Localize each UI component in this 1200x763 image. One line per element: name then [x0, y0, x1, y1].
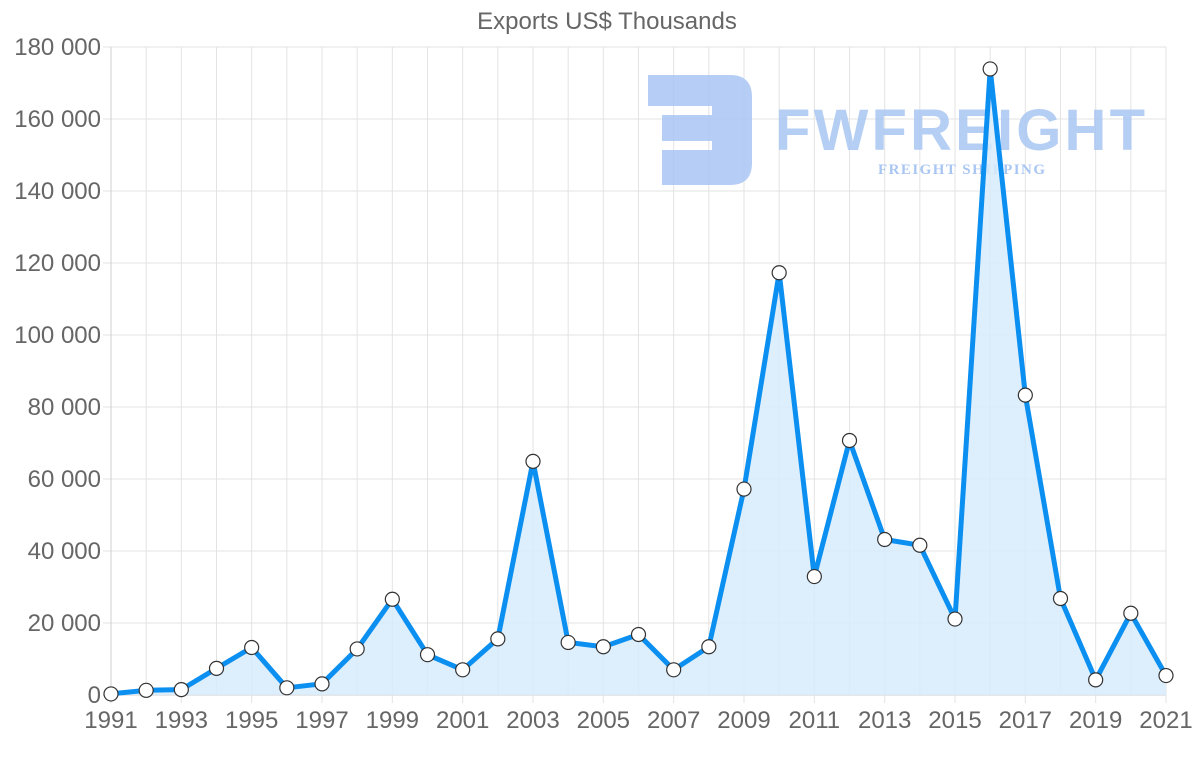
- x-tick-label: 2009: [717, 707, 770, 734]
- data-point[interactable]: [244, 639, 260, 656]
- data-point[interactable]: [630, 626, 647, 643]
- x-tick-label: 1999: [366, 707, 419, 734]
- data-point[interactable]: [279, 680, 295, 696]
- data-point[interactable]: [525, 453, 541, 469]
- y-tick-label: 80 000: [28, 394, 101, 421]
- data-point[interactable]: [877, 531, 893, 548]
- data-point[interactable]: [384, 591, 400, 607]
- x-tick-label: 2007: [647, 707, 700, 734]
- x-tick-label: 2003: [506, 707, 559, 734]
- x-tick-label: 2001: [436, 707, 489, 734]
- data-point[interactable]: [455, 662, 471, 678]
- data-point[interactable]: [1052, 590, 1069, 607]
- y-axis: 0 20 000 40 000 60 000 80 000 100 000 120 000 1…: [14, 34, 101, 709]
- x-tick-label: 2019: [1069, 707, 1122, 734]
- data-point[interactable]: [912, 537, 928, 553]
- x-tick-label: 2017: [999, 707, 1052, 734]
- y-tick-label: 100 000: [14, 322, 101, 349]
- data-point[interactable]: [1088, 672, 1104, 688]
- data-point[interactable]: [103, 686, 119, 702]
- watermark-logo: FWFREIGHT FREIGHT SHIPPING: [648, 75, 1145, 185]
- data-point[interactable]: [841, 432, 858, 449]
- data-point[interactable]: [419, 647, 436, 663]
- x-tick-label: 2013: [858, 707, 911, 734]
- x-axis: 1991 1993 1995 1997 1999 2001 2003 2005 2007 2009…: [84, 707, 1192, 734]
- x-tick-label: 1997: [295, 707, 348, 734]
- y-tick-label: 120 000: [14, 250, 101, 277]
- y-tick-label: 140 000: [14, 178, 101, 205]
- data-point[interactable]: [982, 61, 998, 77]
- x-tick-label: 1995: [225, 707, 278, 734]
- y-tick-label: 0: [88, 682, 101, 709]
- data-point[interactable]: [490, 631, 506, 647]
- data-point[interactable]: [1123, 605, 1139, 621]
- data-point[interactable]: [806, 568, 822, 585]
- chart-title: Exports US$ Thousands: [477, 8, 737, 35]
- data-point[interactable]: [771, 265, 787, 281]
- data-points: [103, 61, 1174, 702]
- y-tick-label: 20 000: [28, 610, 101, 637]
- data-point[interactable]: [349, 641, 365, 657]
- data-point[interactable]: [736, 481, 752, 497]
- data-point[interactable]: [595, 639, 611, 655]
- fw-logo-icon: [648, 75, 752, 185]
- x-tick-label: 1993: [155, 707, 208, 734]
- x-tick-label: 1991: [84, 707, 137, 734]
- data-point[interactable]: [947, 611, 963, 627]
- y-tick-label: 60 000: [28, 466, 101, 493]
- x-tick-label: 2005: [577, 707, 630, 734]
- x-tick-label: 2011: [789, 707, 841, 734]
- data-point[interactable]: [1158, 667, 1174, 684]
- data-point[interactable]: [208, 660, 225, 676]
- y-tick-label: 160 000: [14, 106, 101, 133]
- data-point[interactable]: [138, 682, 154, 698]
- x-tick-label: 2015: [928, 707, 981, 734]
- area-fill: [111, 69, 1166, 695]
- data-point[interactable]: [701, 639, 717, 655]
- data-point[interactable]: [1017, 387, 1033, 403]
- y-tick-label: 180 000: [14, 34, 101, 61]
- data-point[interactable]: [173, 681, 189, 698]
- watermark-brand: FWFREIGHT: [775, 98, 1145, 163]
- data-point[interactable]: [314, 676, 330, 692]
- x-tick-label: 2021: [1139, 707, 1192, 734]
- data-point[interactable]: [560, 634, 576, 651]
- watermark-tagline: FREIGHT SHIPPING: [878, 162, 1045, 178]
- data-point[interactable]: [666, 662, 682, 678]
- y-tick-label: 40 000: [28, 538, 101, 565]
